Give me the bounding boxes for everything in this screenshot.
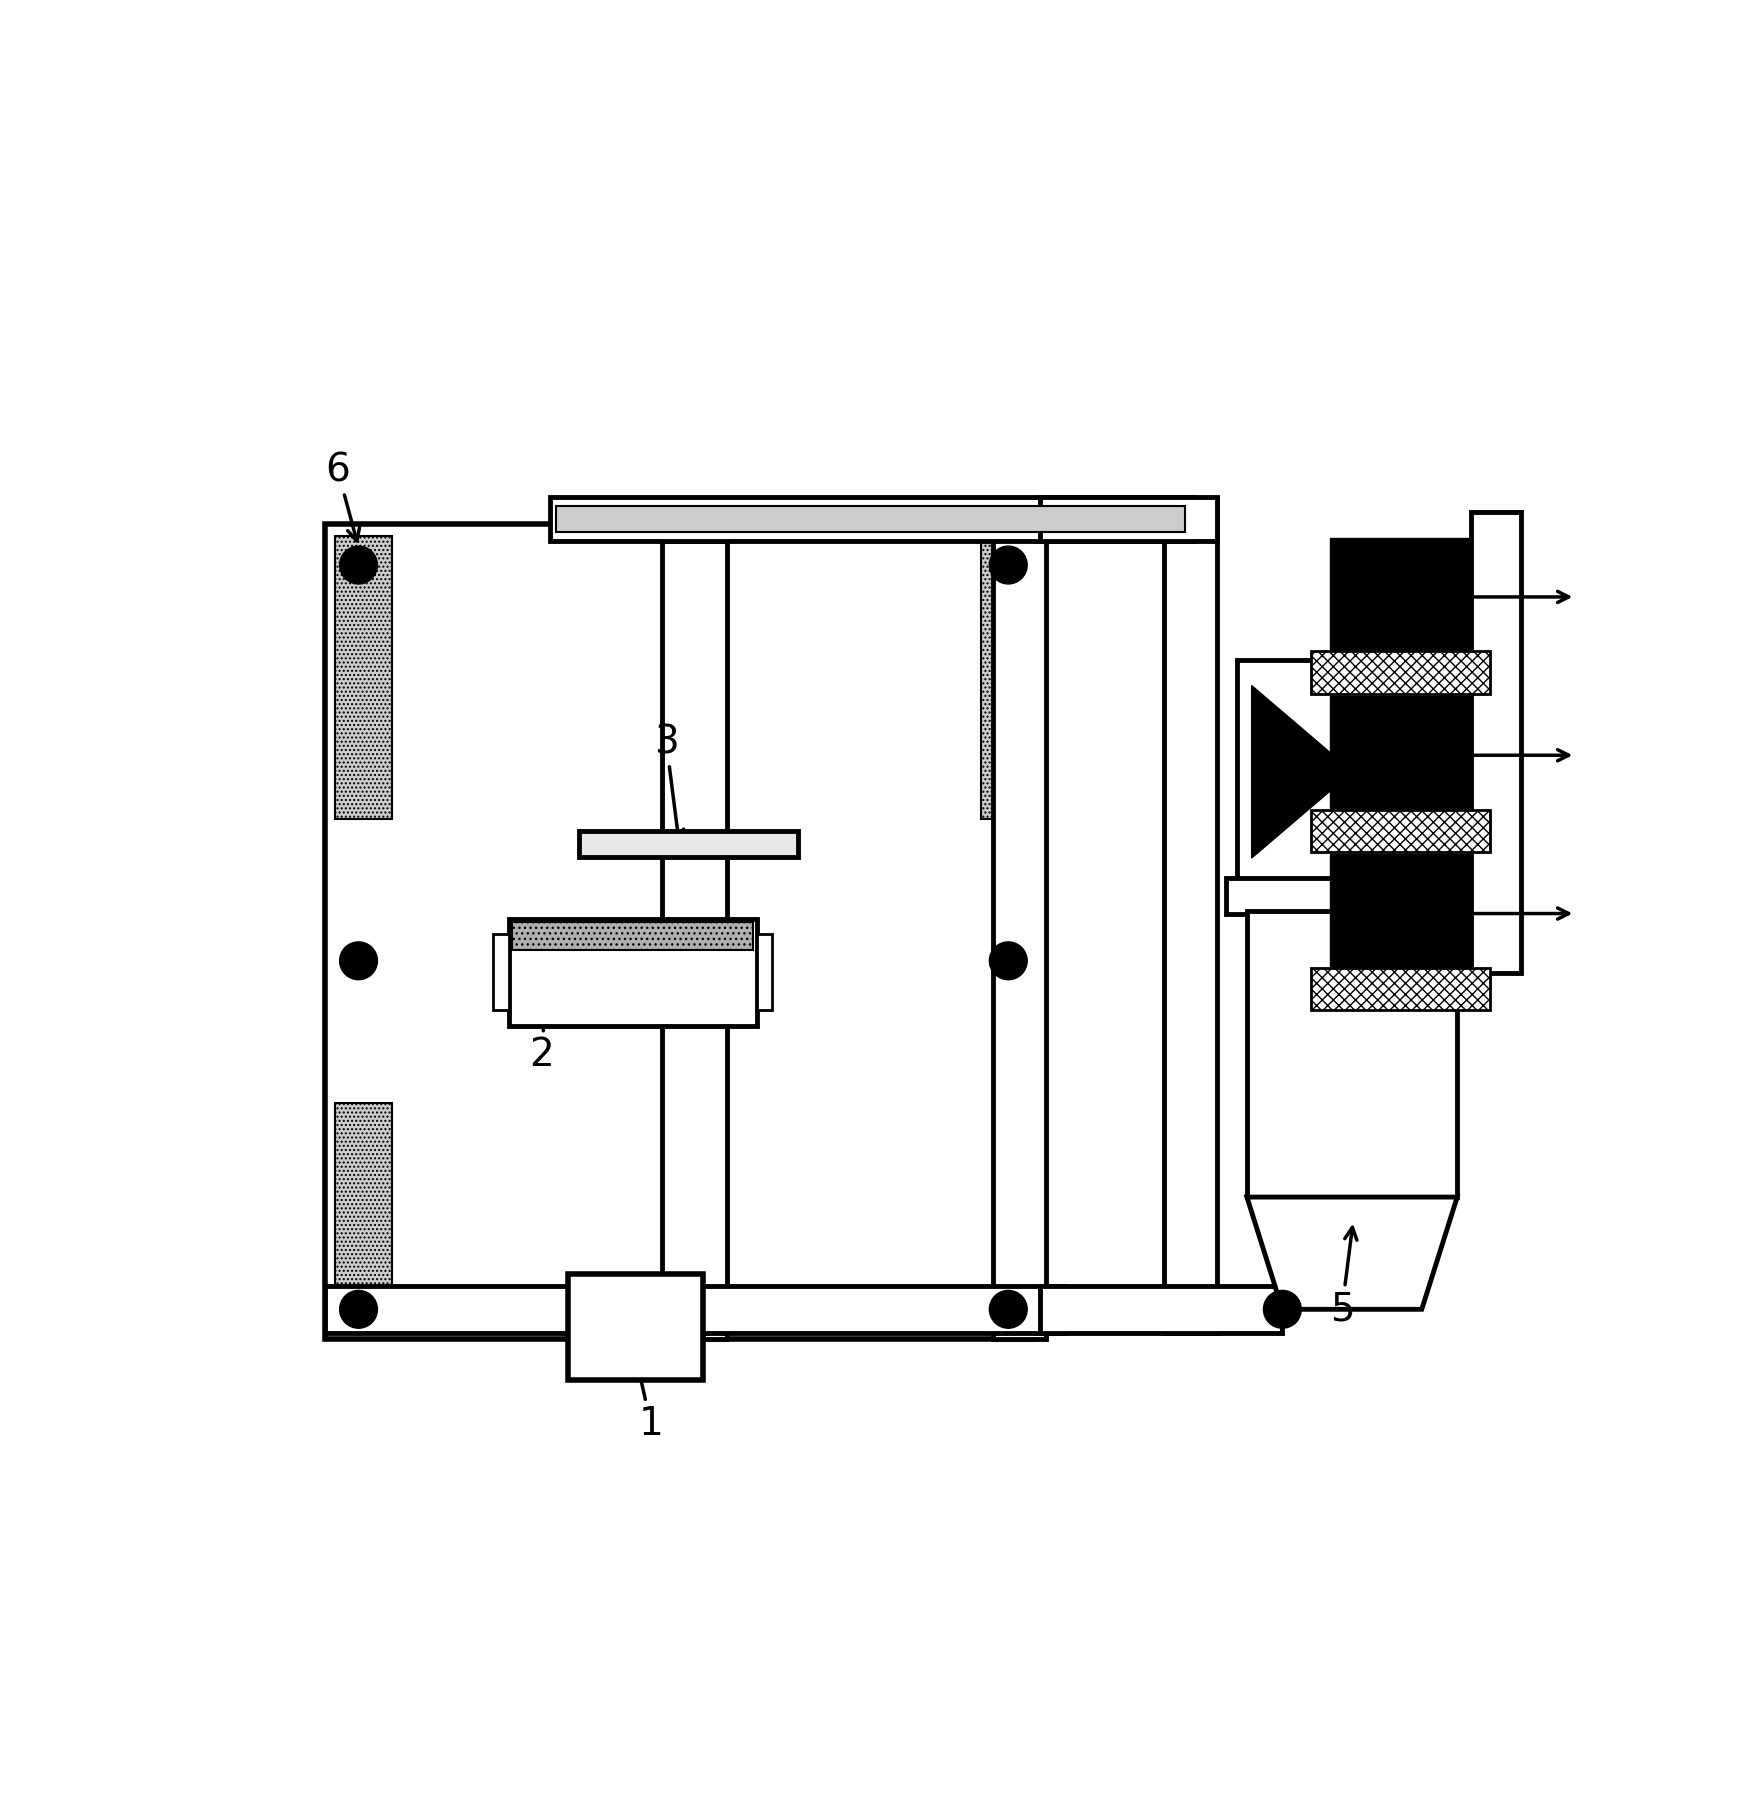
Bar xyxy=(1164,499,1217,1333)
Circle shape xyxy=(989,546,1027,584)
Bar xyxy=(556,507,1185,532)
Bar xyxy=(757,933,771,1011)
Circle shape xyxy=(340,546,377,584)
Text: 5: 5 xyxy=(1329,1227,1357,1328)
Bar xyxy=(335,1102,391,1292)
Bar xyxy=(335,535,391,819)
Bar xyxy=(508,919,757,1026)
Bar xyxy=(1471,512,1522,973)
Bar xyxy=(992,499,1047,1339)
Polygon shape xyxy=(1246,1198,1457,1310)
Bar xyxy=(1238,660,1467,885)
Text: 1: 1 xyxy=(629,1339,663,1444)
Bar xyxy=(1329,537,1471,657)
Bar xyxy=(1329,854,1471,973)
Text: 2: 2 xyxy=(529,991,554,1075)
Bar xyxy=(512,923,754,950)
Circle shape xyxy=(1264,1290,1301,1328)
Bar xyxy=(568,1274,703,1380)
Bar xyxy=(1311,968,1490,1011)
Text: 4: 4 xyxy=(1429,794,1485,861)
Circle shape xyxy=(989,1290,1027,1328)
Bar xyxy=(580,830,798,857)
Bar xyxy=(982,535,1038,819)
Bar xyxy=(1225,877,1480,914)
Bar xyxy=(1329,696,1471,814)
Circle shape xyxy=(340,1290,377,1328)
Bar xyxy=(1311,651,1490,695)
Bar xyxy=(550,496,1194,541)
Circle shape xyxy=(340,942,377,980)
Bar xyxy=(326,1286,1064,1333)
Circle shape xyxy=(989,942,1027,980)
Bar xyxy=(1311,810,1490,852)
Bar xyxy=(1040,1286,1283,1333)
Bar xyxy=(663,541,727,1339)
Text: 6: 6 xyxy=(326,452,359,541)
Bar xyxy=(1246,912,1457,1198)
Bar xyxy=(1040,496,1217,541)
Text: 3: 3 xyxy=(654,724,684,841)
Bar xyxy=(1276,885,1329,1286)
Bar xyxy=(493,933,508,1011)
Polygon shape xyxy=(1252,686,1353,857)
Polygon shape xyxy=(1353,686,1453,857)
Bar xyxy=(326,523,1034,1339)
